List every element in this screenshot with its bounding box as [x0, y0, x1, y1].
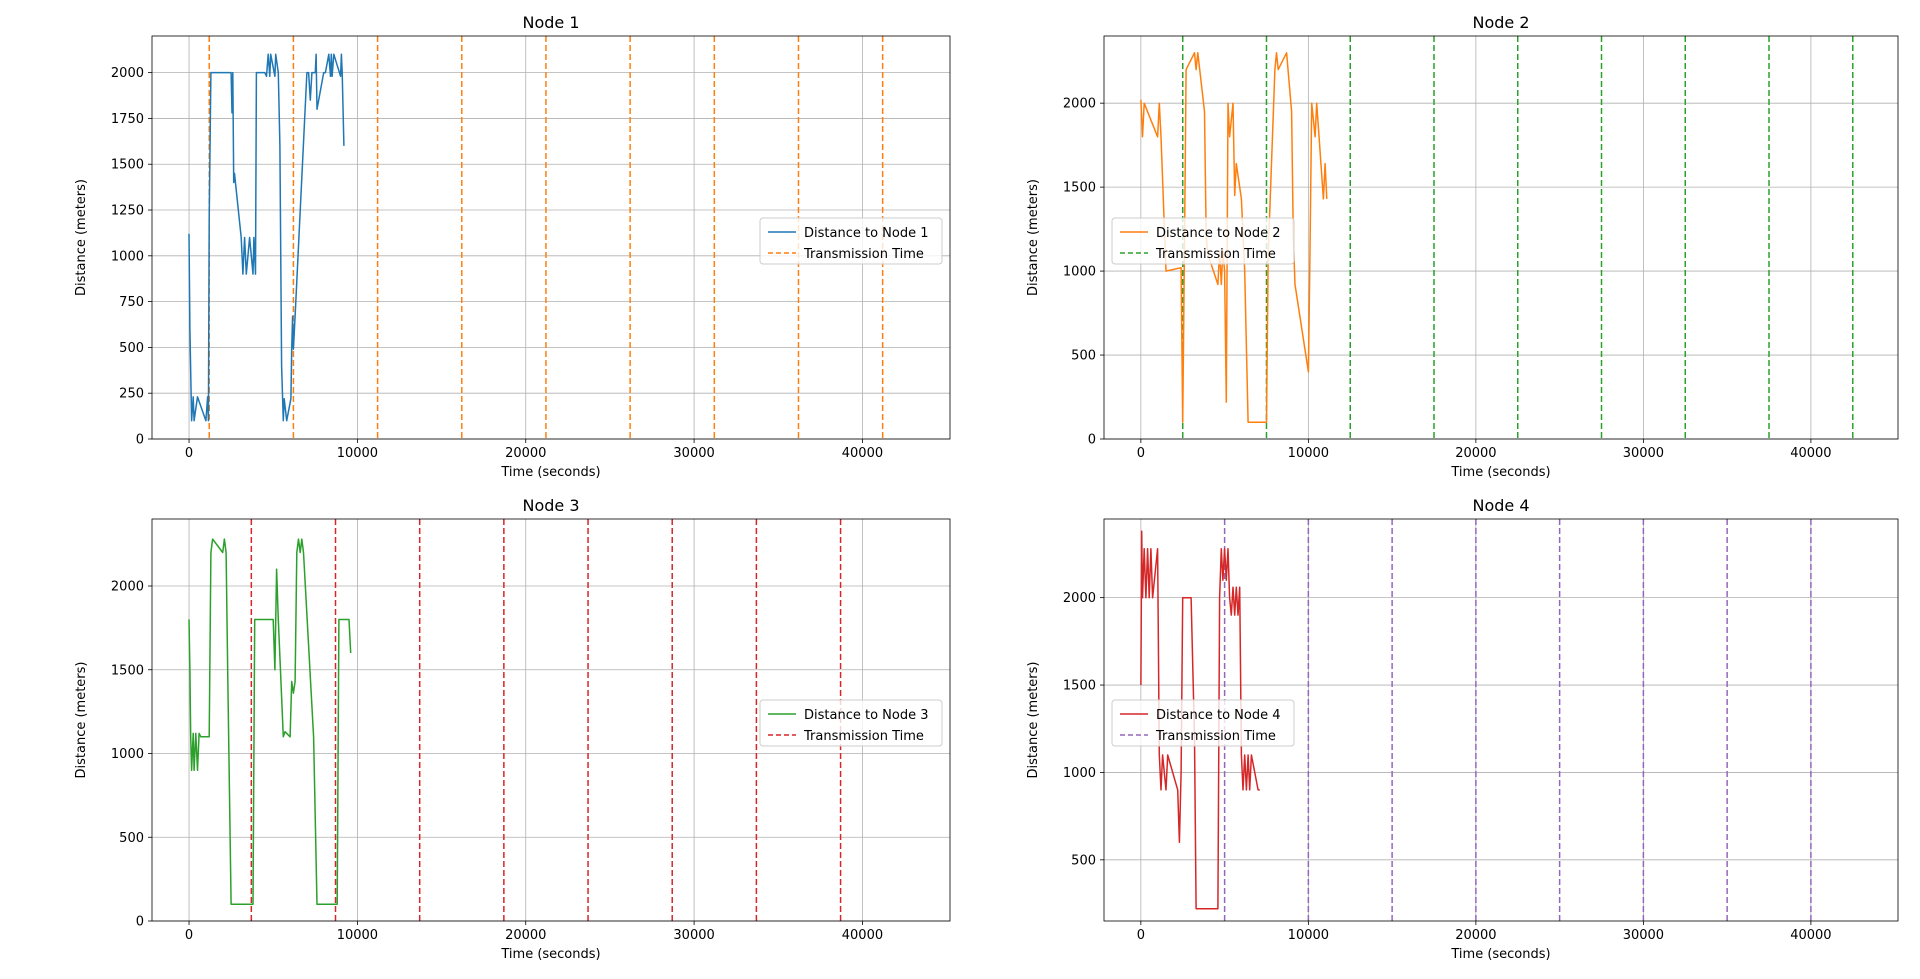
chart-panel-2: 0 10000 20000 30000 40000 0 500 1000 1500 2000 Nod…: [1026, 13, 1899, 480]
legend-label-series: Distance to Node 4: [1156, 708, 1281, 723]
y-tick-label: 1000: [111, 249, 144, 264]
x-tick-label: 30000: [673, 446, 714, 461]
x-tick-label: 0: [1137, 928, 1145, 943]
x-tick-label: 20000: [505, 928, 546, 943]
x-tick-label: 10000: [337, 928, 378, 943]
y-tick-label: 1000: [111, 747, 144, 762]
x-tick-label: 0: [1137, 446, 1145, 461]
x-tick-label: 0: [185, 928, 193, 943]
y-tick-label: 500: [119, 341, 144, 356]
x-tick-label: 10000: [337, 446, 378, 461]
legend: Distance to Node 3 Transmission Time: [759, 699, 943, 747]
series-line: [188, 53, 345, 422]
x-axis-label: Time (seconds): [500, 465, 600, 480]
y-tick-label: 1500: [111, 663, 144, 678]
series-line: [188, 538, 352, 906]
plot-frame: [1103, 518, 1899, 922]
y-tick-label: 2000: [1063, 591, 1096, 606]
y-tick-label: 1750: [111, 112, 144, 127]
y-tick-label: 0: [136, 433, 144, 448]
y-axis-label: Distance (meters): [74, 662, 89, 779]
x-tick-label: 40000: [1790, 446, 1831, 461]
x-tick-label: 20000: [505, 446, 546, 461]
legend-label-transmission: Transmission Time: [1155, 729, 1276, 744]
x-tick-label: 20000: [1455, 446, 1496, 461]
x-tick-label: 10000: [1288, 446, 1329, 461]
legend: Distance to Node 4 Transmission Time: [1111, 699, 1295, 747]
legend-label-series: Distance to Node 2: [1156, 226, 1281, 241]
transmission-lines: [250, 519, 842, 921]
x-axis-label: Time (seconds): [1450, 465, 1550, 480]
legend-box: [1111, 217, 1295, 265]
y-tick-label: 1500: [1063, 679, 1096, 694]
x-tick-label: 0: [185, 446, 193, 461]
legend-label-series: Distance to Node 3: [804, 708, 929, 723]
x-tick-label: 40000: [1790, 928, 1831, 943]
legend: Distance to Node 1 Transmission Time: [759, 217, 943, 265]
y-tick-label: 250: [119, 387, 144, 402]
y-axis-label: Distance (meters): [1026, 179, 1041, 296]
y-tick-label: 2000: [111, 580, 144, 595]
transmission-lines: [1223, 519, 1812, 921]
chart-title: Node 2: [1472, 13, 1529, 32]
y-tick-label: 500: [119, 831, 144, 846]
y-tick-label: 500: [1071, 853, 1096, 868]
y-axis-label: Distance (meters): [74, 179, 89, 296]
chart-panel-1: 0 10000 20000 30000 40000 0 250 500 750 1000 1250 1…: [74, 13, 951, 480]
x-tick-label: 10000: [1288, 928, 1329, 943]
y-tick-label: 2000: [111, 66, 144, 81]
legend-box: [759, 699, 943, 747]
y-axis-label: Distance (meters): [1026, 662, 1041, 779]
x-tick-label: 30000: [673, 928, 714, 943]
x-tick-label: 40000: [842, 446, 883, 461]
y-tick-label: 2000: [1063, 97, 1096, 112]
legend-label-transmission: Transmission Time: [1155, 247, 1276, 262]
plot-frame: [151, 35, 951, 440]
legend-box: [1111, 699, 1295, 747]
x-tick-label: 20000: [1455, 928, 1496, 943]
legend-label-series: Distance to Node 1: [804, 226, 929, 241]
legend-label-transmission: Transmission Time: [803, 729, 924, 744]
x-tick-label: 30000: [1623, 928, 1664, 943]
y-tick-label: 1000: [1063, 265, 1096, 280]
legend: Distance to Node 2 Transmission Time: [1111, 217, 1295, 265]
chart-panel-4: 0 10000 20000 30000 40000 500 1000 1500 2000 Node…: [1026, 496, 1899, 962]
chart-title: Node 3: [522, 496, 579, 515]
x-axis-label: Time (seconds): [500, 947, 600, 962]
plot-frame: [1103, 35, 1899, 440]
y-tick-label: 0: [1088, 433, 1096, 448]
y-tick-label: 750: [119, 295, 144, 310]
series-line: [1140, 530, 1260, 910]
chart-panel-3: 0 10000 20000 30000 40000 0 500 1000 1500 2000 Nod…: [74, 496, 951, 962]
legend-box: [759, 217, 943, 265]
chart-title: Node 4: [1472, 496, 1529, 515]
y-tick-label: 1500: [1063, 181, 1096, 196]
y-tick-label: 500: [1071, 349, 1096, 364]
y-tick-label: 0: [136, 915, 144, 930]
x-tick-label: 40000: [842, 928, 883, 943]
x-tick-label: 30000: [1623, 446, 1664, 461]
x-axis-label: Time (seconds): [1450, 947, 1550, 962]
y-tick-label: 1250: [111, 204, 144, 219]
plot-frame: [151, 518, 951, 922]
legend-label-transmission: Transmission Time: [803, 247, 924, 262]
y-tick-label: 1500: [111, 158, 144, 173]
y-tick-label: 1000: [1063, 766, 1096, 781]
series-line: [1140, 52, 1328, 423]
chart-title: Node 1: [522, 13, 579, 32]
